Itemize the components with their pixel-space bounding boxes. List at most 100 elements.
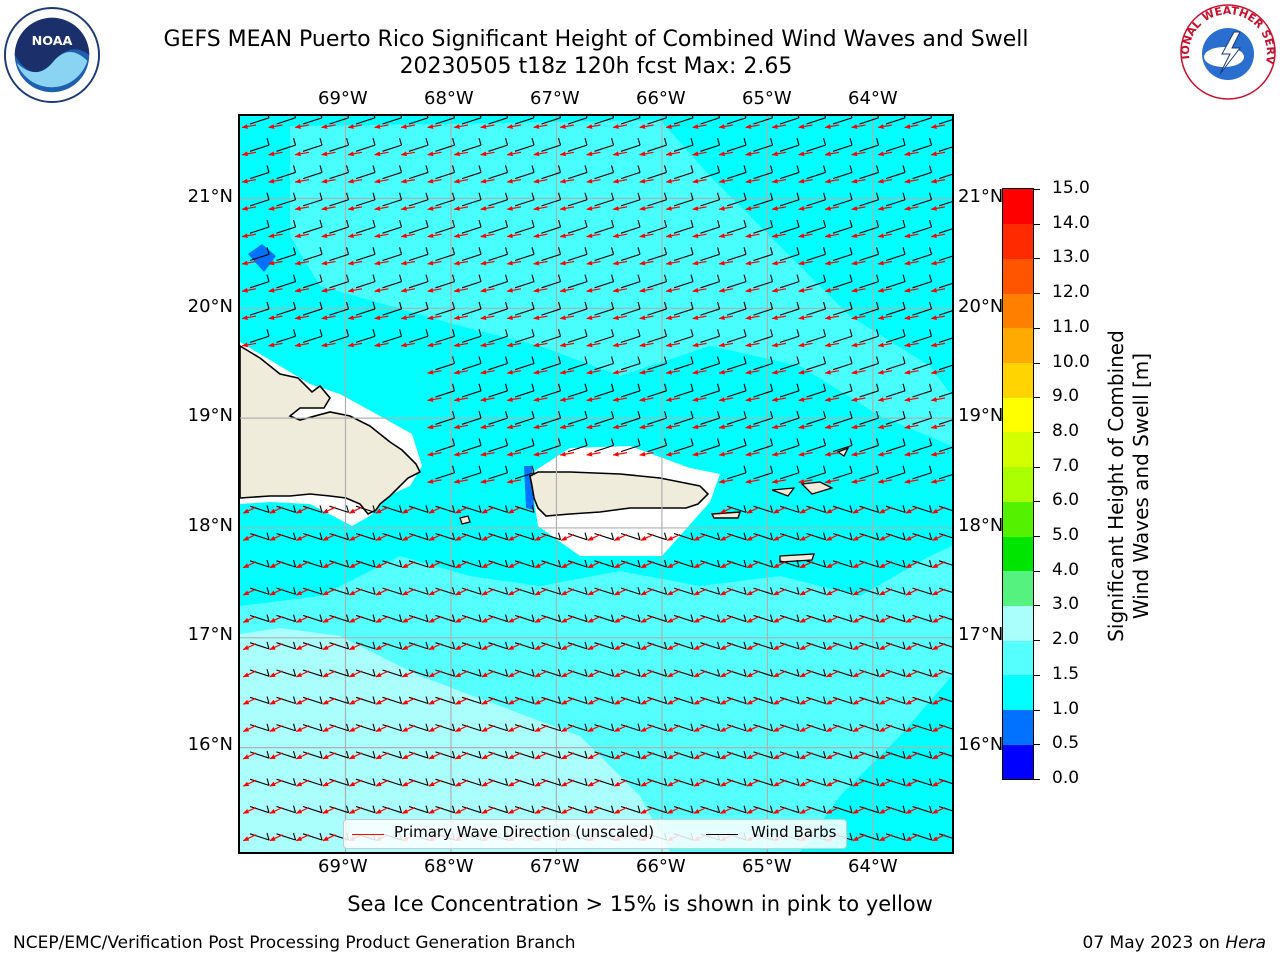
wind-barb — [541, 410, 562, 425]
wind-barb — [726, 247, 747, 262]
wind-barb — [276, 247, 297, 262]
wind-barb — [329, 505, 350, 513]
wave-direction-arrow — [560, 697, 575, 705]
wind-barb — [700, 778, 721, 786]
wave-direction-arrow — [905, 588, 919, 596]
wave-direction-arrow — [798, 315, 813, 320]
wave-direction-arrow — [745, 369, 760, 375]
wave-direction-arrow — [321, 260, 336, 266]
wave-direction-arrow — [348, 779, 363, 787]
wave-direction-arrow — [321, 151, 336, 157]
wind-barb — [541, 614, 562, 623]
wave-direction-arrow — [586, 369, 601, 375]
wind-barb — [514, 587, 535, 595]
wind-barb — [620, 778, 641, 786]
lon-label-top: 65°W — [742, 88, 792, 109]
wind-barb — [700, 165, 721, 180]
wind-barb — [938, 696, 952, 703]
wave-direction-arrow — [375, 725, 389, 733]
wind-barb — [779, 723, 800, 732]
wind-barb — [938, 587, 952, 593]
wave-direction-arrow — [427, 479, 442, 484]
wave-direction-arrow — [560, 615, 575, 623]
wave-direction-arrow — [745, 151, 760, 157]
wind-barb — [726, 356, 747, 371]
wave-direction-arrow — [586, 397, 601, 402]
wind-barb — [249, 559, 270, 568]
wind-barb — [779, 505, 800, 513]
wave-direction-arrow — [745, 287, 760, 293]
wave-direction-arrow — [506, 479, 522, 484]
wave-direction-arrow — [295, 670, 310, 678]
wind-barb — [726, 192, 747, 207]
wind-barb — [329, 247, 350, 262]
lat-label-left: 16°N — [187, 734, 233, 755]
wave-direction-arrow — [825, 806, 840, 814]
wave-direction-arrow — [931, 506, 946, 514]
wind-barb — [249, 723, 270, 732]
wave-direction-arrow — [480, 342, 495, 348]
wind-barb — [461, 116, 482, 125]
wave-direction-arrow — [507, 615, 522, 623]
wind-barb — [435, 329, 456, 343]
wave-direction-arrow — [400, 342, 416, 348]
wind-barb — [249, 532, 270, 541]
wave-direction-arrow — [772, 697, 787, 705]
wind-barb — [938, 778, 952, 785]
wind-barb — [541, 669, 562, 677]
wind-barb — [753, 247, 774, 262]
wind-barb — [329, 532, 350, 541]
wind-barb — [541, 247, 562, 262]
colorbar-tick-label: 0.0 — [1052, 768, 1080, 788]
wave-direction-arrow — [798, 206, 813, 211]
wave-direction-arrow — [294, 233, 310, 239]
wind-barb — [673, 750, 694, 759]
wind-barb — [885, 274, 906, 289]
wave-direction-arrow — [798, 479, 813, 484]
wave-direction-arrow — [692, 151, 707, 157]
wave-direction-arrow — [930, 178, 946, 184]
wind-barb — [700, 116, 721, 125]
wave-direction-arrow — [560, 806, 575, 814]
wind-barb — [567, 587, 588, 595]
wind-barb — [594, 805, 615, 814]
wind-barb-legend-swatch — [706, 834, 738, 835]
wind-barb — [938, 446, 952, 453]
wave-direction-arrow — [931, 561, 946, 569]
wave-direction-arrow — [931, 588, 946, 596]
wave-direction-arrow — [453, 397, 469, 402]
wave-direction-arrow — [533, 206, 548, 211]
wind-barb — [488, 301, 509, 316]
wind-barb — [276, 505, 297, 513]
map-panel[interactable] — [238, 114, 954, 854]
wave-direction-arrow — [374, 206, 389, 211]
wind-barb — [541, 805, 562, 814]
wave-direction-arrow — [269, 806, 283, 814]
wave-direction-arrow — [798, 424, 813, 430]
wind-barb — [329, 192, 350, 207]
wind-barb — [938, 560, 952, 566]
wind-barb — [779, 383, 800, 398]
wind-barb — [859, 219, 880, 234]
lon-label-bottom: 67°W — [530, 856, 580, 877]
wind-barb — [382, 116, 403, 125]
wind-barb — [594, 192, 615, 207]
wave-direction-arrow — [824, 424, 840, 430]
map-canvas[interactable] — [240, 116, 952, 852]
wind-barb — [408, 805, 429, 814]
wind-barb — [461, 329, 482, 343]
wind-barb — [461, 723, 482, 732]
wave-direction-arrow — [746, 670, 760, 678]
wave-direction-arrow — [241, 233, 257, 239]
wave-direction-arrow — [612, 424, 628, 430]
colorbar — [1002, 188, 1034, 780]
wind-barb — [938, 805, 952, 812]
wind-barb — [382, 696, 403, 705]
wind-barb — [673, 192, 694, 207]
wave-direction-arrow — [771, 451, 787, 457]
wave-direction-arrow — [480, 315, 495, 320]
wave-direction-arrow — [799, 752, 813, 760]
wave-direction-arrow — [481, 779, 495, 787]
wind-barb — [885, 805, 906, 814]
wave-direction-arrow — [851, 424, 866, 430]
